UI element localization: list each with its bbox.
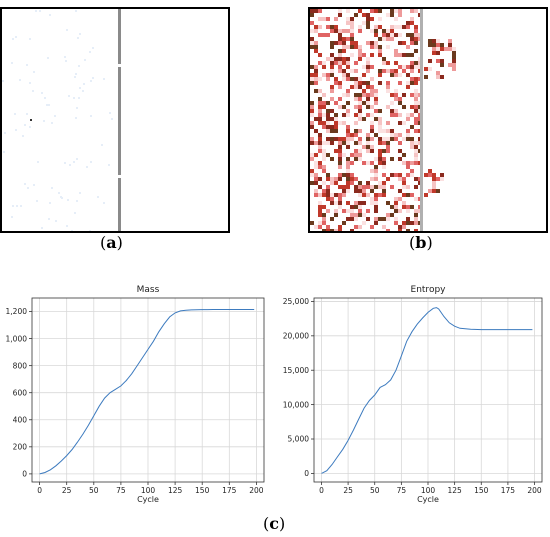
- y-tick-label: 200: [13, 443, 28, 452]
- x-tick-label: 175: [222, 486, 237, 495]
- entropy-chart: Entropy 0 25 50 75 100 125 150 175 200 0 5,000 10,00…: [280, 280, 548, 505]
- x-tick-label: 25: [343, 486, 353, 495]
- sublabel-a: (a): [100, 233, 123, 252]
- mass-chart-svg: Mass 0 25 50 75 100 125 150 175 200 0 200 400 600 800 1…: [6, 285, 265, 504]
- x-tick-label: 125: [168, 486, 183, 495]
- y-tick-label: 1,000: [6, 334, 28, 343]
- panel-a-grid: [0, 7, 230, 233]
- x-tick-label: 125: [447, 486, 462, 495]
- x-tick-label: 50: [89, 486, 99, 495]
- entropy-chart-svg: Entropy 0 25 50 75 100 125 150 175 200 0 5,000 10,00…: [283, 285, 543, 504]
- y-tick-label: 0: [304, 469, 309, 478]
- panel-a-cells: [2, 10, 113, 231]
- x-axis-label: Cycle: [417, 495, 439, 504]
- sublabel-b: (b): [409, 233, 433, 252]
- y-tick-label: 0: [22, 470, 27, 479]
- panel-a-divider: [118, 9, 121, 231]
- x-tick-label: 75: [116, 486, 126, 495]
- x-tick-label: 150: [195, 486, 210, 495]
- y-tick-label: 5,000: [288, 435, 310, 444]
- x-tick-label: 0: [37, 486, 42, 495]
- x-tick-label: 100: [141, 486, 156, 495]
- x-tick-label: 100: [421, 486, 436, 495]
- y-tick-label: 1,200: [6, 307, 28, 316]
- panel-b-cells: [310, 9, 456, 231]
- sublabel-c: (c): [263, 514, 286, 533]
- x-tick-label: 25: [62, 486, 72, 495]
- chart-grid: [32, 298, 264, 482]
- x-tick-label: 150: [474, 486, 489, 495]
- y-tick-label: 25,000: [283, 297, 309, 306]
- panel-b-canvas: [310, 9, 456, 231]
- x-tick-label: 200: [527, 486, 542, 495]
- y-tick-label: 600: [13, 388, 28, 397]
- y-tick-label: 15,000: [283, 366, 309, 375]
- series-line: [39, 309, 255, 475]
- y-tick-label: 10,000: [283, 400, 309, 409]
- x-tick-label: 75: [397, 486, 407, 495]
- x-tick-label: 175: [501, 486, 516, 495]
- x-tick-label: 0: [319, 486, 324, 495]
- y-tick-label: 400: [13, 415, 28, 424]
- chart-grid: [314, 298, 542, 482]
- panel-a-canvas: [2, 9, 121, 231]
- panel-b-divider: [420, 9, 423, 231]
- x-axis-label: Cycle: [137, 495, 159, 504]
- panel-b-grid: [308, 7, 548, 233]
- mass-chart: Mass 0 25 50 75 100 125 150 175 200 0 200 400 600 800 1…: [0, 280, 270, 505]
- y-tick-label: 800: [13, 361, 28, 370]
- series-line: [321, 307, 533, 474]
- x-tick-label: 50: [370, 486, 380, 495]
- chart-title: Entropy: [411, 285, 447, 295]
- x-tick-label: 200: [249, 486, 264, 495]
- chart-title: Mass: [137, 285, 160, 295]
- y-tick-label: 20,000: [283, 332, 309, 341]
